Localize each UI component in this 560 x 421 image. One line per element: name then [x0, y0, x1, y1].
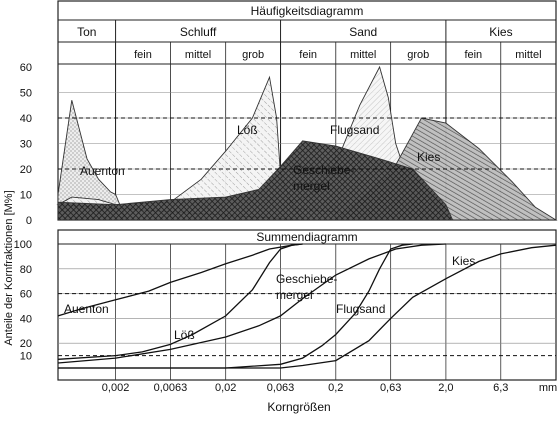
cumulative-annotation: Flugsand	[336, 302, 385, 316]
frequency-annotation: Geschiebe-	[293, 163, 354, 177]
subfraction-label: fein	[464, 49, 482, 61]
subfraction-label: mittel	[350, 49, 376, 61]
fraction-label: Ton	[77, 25, 96, 39]
y-tick-label: 50	[20, 88, 32, 100]
y-tick-label: 30	[20, 139, 32, 151]
x-tick-label: 0,0063	[154, 382, 188, 394]
cumulative-annotation: Kies	[452, 254, 475, 268]
subfraction-label: mittel	[515, 49, 541, 61]
cumulative-curve-auenton	[57, 243, 303, 317]
y-tick-label: 10	[20, 351, 32, 363]
frequency-area-geschiebemergel	[57, 140, 454, 221]
y-tick-label: 10	[20, 190, 32, 202]
cumulative-panel-frame	[57, 229, 557, 381]
x-tick-label: 0,002	[102, 382, 130, 394]
fraction-label: Sand	[349, 25, 377, 39]
frequency-annotation: Flugsand	[330, 123, 379, 137]
y-tick-label: 60	[20, 62, 32, 74]
cumulative-curve-löss	[57, 243, 303, 360]
y-tick-label: 80	[20, 264, 32, 276]
y-axis-label: Anteile der Kornfraktionen [M%]	[3, 190, 15, 345]
y-tick-label: 40	[20, 113, 32, 125]
subfraction-label: fein	[134, 49, 152, 61]
x-unit-label: mm	[539, 382, 557, 394]
fraction-label: Schluff	[180, 25, 217, 39]
x-tick-label: 0,2	[328, 382, 343, 394]
y-tick-label: 20	[20, 338, 32, 350]
subfraction-label: grob	[407, 49, 429, 61]
x-tick-label: 0,63	[380, 382, 401, 394]
cumulative-annotation: Geschiebe-	[276, 272, 337, 286]
y-tick-label: 20	[20, 164, 32, 176]
cumulative-curve-geschiebemergel	[57, 243, 446, 364]
cumulative-curve-kies	[58, 244, 557, 369]
y-tick-label: 60	[20, 289, 32, 301]
frequency-annotation: Kies	[417, 150, 440, 164]
frequency-title: Häufigkeitsdiagramm	[251, 4, 364, 18]
cumulative-annotation: Auenton	[64, 302, 109, 316]
frequency-annotation: Auenton	[80, 164, 125, 178]
x-axis-label: Korngrößen	[267, 400, 330, 414]
subfraction-label: mittel	[185, 49, 211, 61]
frequency-annotation: Löß	[237, 123, 258, 137]
y-tick-label: 100	[14, 239, 32, 251]
x-tick-label: 0,02	[215, 382, 236, 394]
x-tick-label: 2,0	[438, 382, 453, 394]
y-tick-label: 40	[20, 313, 32, 325]
cumulative-curve-flugsand	[58, 243, 413, 369]
cumulative-annotation: mergel	[276, 288, 313, 302]
x-tick-label: 6,3	[493, 382, 508, 394]
frequency-annotation: mergel	[293, 179, 330, 193]
cumulative-title: Summendiagramm	[256, 230, 357, 244]
cumulative-annotation: Löß	[174, 328, 195, 342]
subfraction-label: fein	[299, 49, 317, 61]
x-tick-label: 0,063	[267, 382, 295, 394]
fraction-label: Kies	[489, 25, 512, 39]
y-tick-label: 0	[26, 215, 32, 227]
subfraction-label: grob	[242, 49, 264, 61]
